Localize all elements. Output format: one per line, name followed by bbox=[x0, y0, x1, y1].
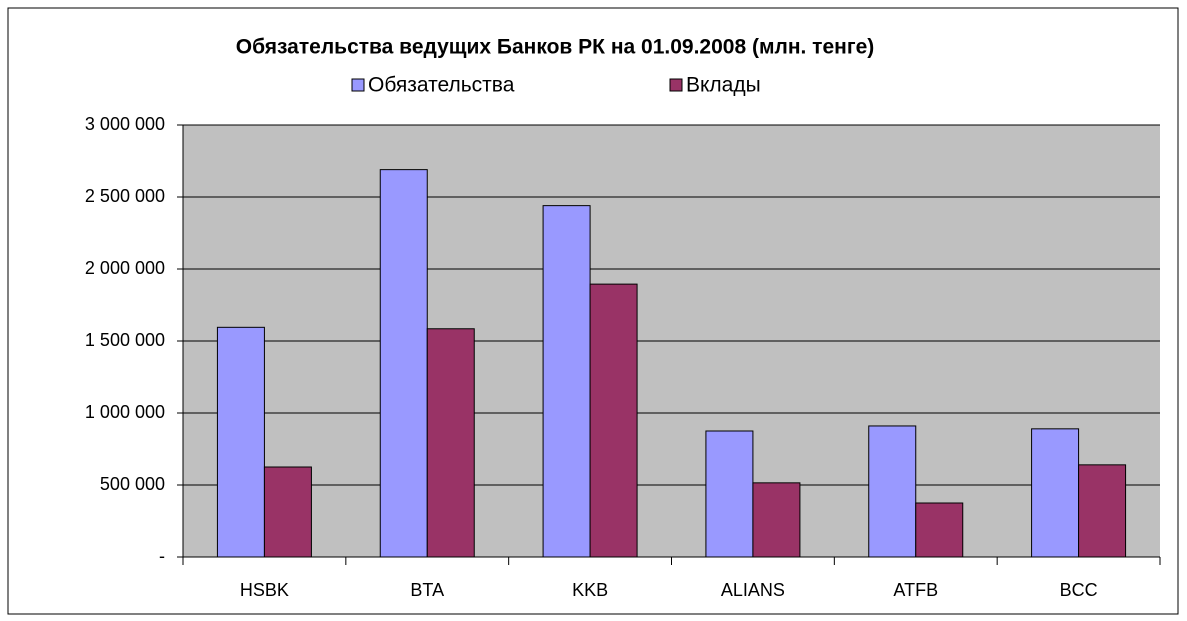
bar bbox=[542, 205, 591, 558]
bar bbox=[915, 502, 964, 558]
x-tick-label: KKB bbox=[572, 580, 608, 600]
y-tick-label: 2 000 000 bbox=[85, 258, 165, 278]
chart-title: Обязательства ведущих Банков РК на 01.09… bbox=[236, 36, 875, 59]
x-tick-label: ALIANS bbox=[721, 580, 785, 600]
bar bbox=[752, 482, 801, 558]
bar bbox=[216, 326, 265, 558]
y-tick-label: 500 000 bbox=[100, 474, 165, 494]
x-tick-label: BTA bbox=[410, 580, 444, 600]
bar bbox=[589, 283, 638, 558]
y-tick-label: 1 000 000 bbox=[85, 402, 165, 422]
legend-swatch bbox=[351, 78, 365, 92]
bar bbox=[426, 328, 475, 558]
bar bbox=[1031, 428, 1080, 558]
legend-label: Обязательства bbox=[368, 74, 515, 97]
bar bbox=[263, 466, 312, 558]
x-tick-label: ATFB bbox=[893, 580, 938, 600]
y-tick-label: 2 500 000 bbox=[85, 186, 165, 206]
legend-label: Вклады bbox=[686, 74, 761, 97]
bar bbox=[705, 430, 754, 558]
y-tick-label: 1 500 000 bbox=[85, 330, 165, 350]
bar bbox=[868, 425, 917, 558]
bar bbox=[1078, 464, 1127, 558]
y-tick-label: - bbox=[159, 546, 165, 566]
y-tick-label: 3 000 000 bbox=[85, 114, 165, 134]
legend-swatch bbox=[669, 78, 683, 92]
x-tick-label: HSBK bbox=[240, 580, 289, 600]
bar bbox=[379, 169, 428, 558]
x-tick-label: BCC bbox=[1060, 580, 1098, 600]
